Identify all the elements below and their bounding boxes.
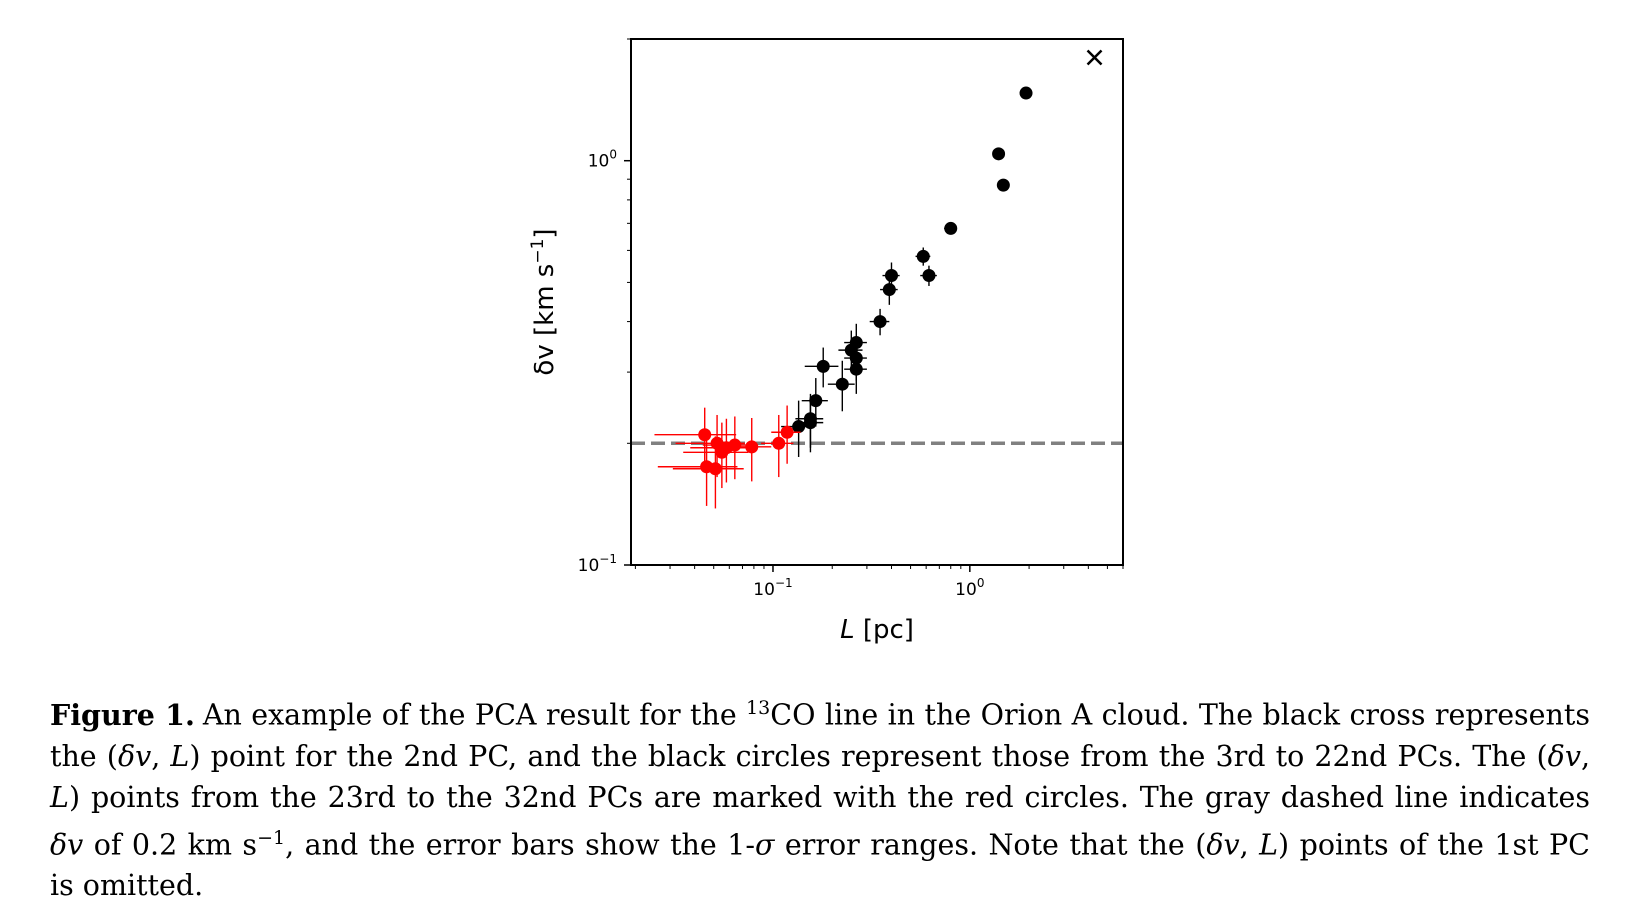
plot-frame <box>630 38 1124 566</box>
tick-marks <box>624 38 1124 572</box>
tick-labels: 10−1 100 10−1 100 <box>578 148 985 600</box>
circle-marker <box>809 394 823 408</box>
y-axis-title: δv [km s−1] <box>528 228 560 375</box>
circle-marker <box>835 377 849 391</box>
circle-marker <box>849 362 863 376</box>
circle-marker <box>1019 86 1033 100</box>
y-tick-label: 10−1 <box>578 552 617 576</box>
circle-marker <box>698 428 712 442</box>
data-points <box>654 49 1103 509</box>
circle-marker <box>916 249 930 263</box>
x-axis-title: L [pc] <box>840 615 914 645</box>
y-tick-label: 100 <box>588 148 617 172</box>
circle-marker <box>996 178 1010 192</box>
circle-marker <box>772 436 786 450</box>
cross-marker <box>1086 49 1103 66</box>
circle-marker <box>745 440 759 454</box>
circle-marker <box>708 462 722 476</box>
series-2 <box>654 405 801 509</box>
circle-marker <box>780 425 794 439</box>
series-0 <box>1086 49 1103 66</box>
circle-marker <box>728 438 742 452</box>
circle-marker <box>715 445 729 459</box>
circle-marker <box>884 269 898 283</box>
circle-marker <box>882 283 896 297</box>
circle-marker <box>922 269 936 283</box>
circle-marker <box>873 315 887 329</box>
circle-marker <box>816 359 830 373</box>
x-tick-label: 10−1 <box>753 576 792 600</box>
scatter-plot: 10−1 100 10−1 100 L [pc] δv [km s−1] <box>528 38 1124 645</box>
series-1 <box>781 86 1033 457</box>
figure-label: Figure 1. <box>50 697 195 732</box>
circle-marker <box>992 147 1006 161</box>
circle-marker <box>944 221 958 235</box>
x-tick-label: 100 <box>955 576 984 600</box>
figure-caption: Figure 1. An example of the PCA result fo… <box>50 697 1590 902</box>
circle-marker <box>792 420 806 434</box>
